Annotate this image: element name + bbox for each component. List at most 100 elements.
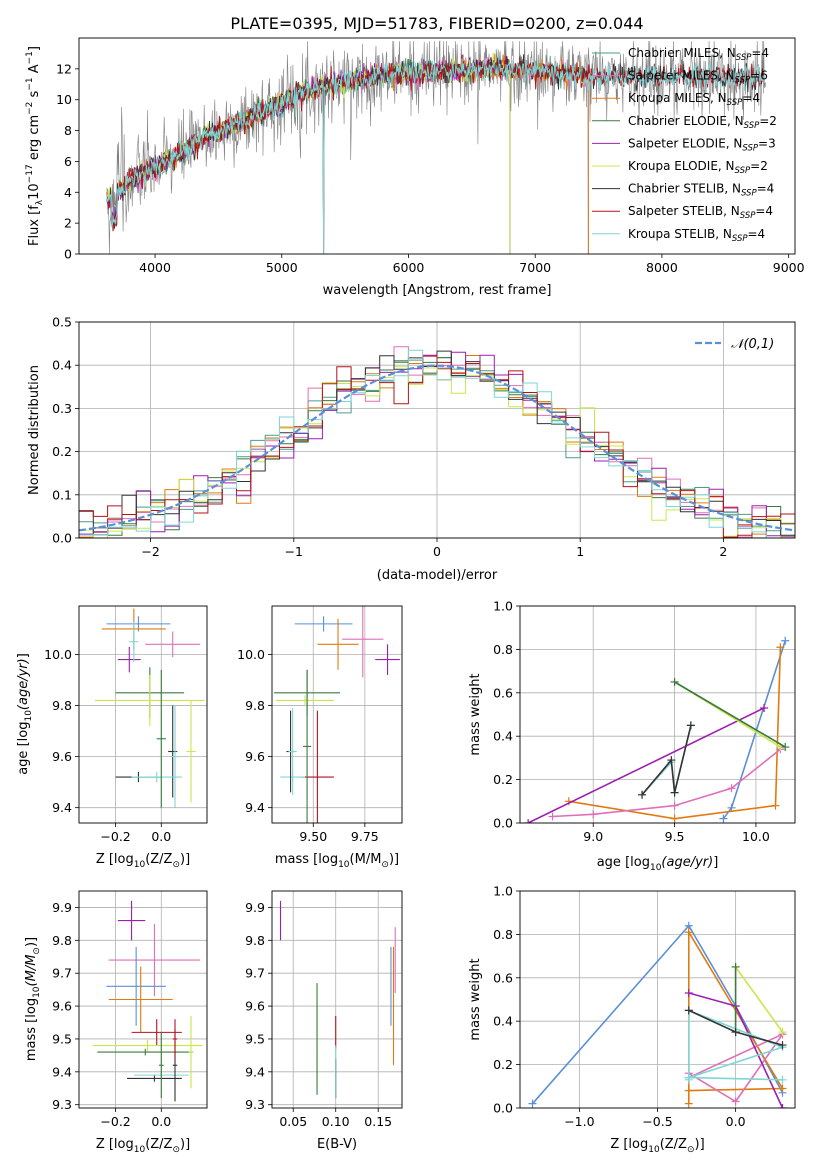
- weight-marker: [684, 928, 693, 937]
- y-tick-label: 9.7: [52, 966, 72, 981]
- legend-subscript: SSP: [735, 76, 751, 86]
- axes-frame: [519, 890, 796, 1109]
- x-tick-label: 9000: [773, 260, 805, 275]
- label-superscript: −2: [25, 102, 35, 115]
- label-subscript: 10: [134, 1145, 146, 1155]
- label-part: A: [27, 64, 42, 77]
- label-subscript: 10: [24, 710, 34, 722]
- plot-area: [279, 900, 396, 1099]
- weight-line: [568, 647, 782, 820]
- axes-frame: [519, 605, 796, 824]
- plot-area: [524, 636, 790, 823]
- x-tick-label: −1: [285, 544, 303, 559]
- weight-marker: [670, 677, 679, 686]
- x-tick-label: 9.50: [299, 829, 327, 844]
- label-part: (Z/Z: [145, 852, 172, 867]
- legend-text: Chabrier ELODIE, N: [628, 114, 744, 128]
- y-tick-label: 10.0: [237, 647, 265, 662]
- label-part: Z [log: [96, 852, 134, 867]
- y-tick-label: 0.2: [493, 1057, 513, 1072]
- y-tick-label: 0.6: [493, 685, 513, 700]
- x-tick-label: 10.0: [742, 829, 770, 844]
- y-tick-label: 9.6: [245, 999, 265, 1014]
- legend-text: Salpeter STELIB, N: [628, 204, 740, 218]
- weight-marker: [778, 1104, 787, 1108]
- label-subscript: ⊙: [172, 860, 180, 870]
- spectrum-panel: 4000 5000 6000 7000 8000 9000 0 2 4 6 8 10 12 wavelen…: [25, 37, 805, 298]
- label-part: s: [27, 90, 42, 101]
- weight-marker: [731, 1097, 740, 1106]
- age-vs-metallicity-panel: −0.2 0.09.49.69.810.0Z [log10(Z/Z⊙)]age […: [16, 605, 208, 870]
- legend-text: =4: [757, 182, 775, 196]
- label-subscript: ⊙: [381, 860, 389, 870]
- label-part: Flux [f: [27, 205, 42, 246]
- x-tick-label: 7000: [519, 260, 551, 275]
- weight-marker: [727, 803, 736, 812]
- x-tick-label: 0.15: [364, 1114, 392, 1129]
- label-subscript: 10: [648, 1145, 660, 1155]
- legend-text: =2: [750, 159, 768, 173]
- label-part: (M/M: [350, 852, 382, 867]
- weight-marker: [684, 988, 693, 997]
- weight-line: [688, 1032, 785, 1103]
- legend-entry: Kroupa ELODIE, NSSP=2: [628, 159, 768, 176]
- label-part: mass [log: [275, 852, 338, 867]
- x-axis-label: mass [log10(M/M⊙)]: [275, 852, 399, 870]
- y-tick-label: 10: [56, 92, 72, 107]
- model-spectrum-chabrier-stelib: [106, 54, 764, 254]
- histogram-salpeter-stelib: [79, 355, 795, 538]
- plot-area: [95, 608, 205, 808]
- x-tick-label: 6000: [393, 260, 425, 275]
- age-vs-mass-panel: 9.50 9.75 9.4 9.6 9.8 10.0 mass [log10(M/M⊙)]: [237, 605, 403, 870]
- label-superscript: −17: [25, 164, 35, 183]
- x-axis-label: (data-model)/error: [377, 568, 498, 583]
- legend-text: =4: [751, 46, 769, 60]
- weight-marker: [684, 1086, 693, 1095]
- legend-text: Salpeter MILES, N: [628, 69, 735, 83]
- mass-vs-extinction-panel: 0.05 0.10 0.15 9.3 9.4 9.5 9.6 9.7 9.8 9.9 E(B-V): [245, 890, 403, 1152]
- y-tick-label: 9.8: [245, 698, 265, 713]
- weight-marker: [684, 1006, 693, 1015]
- weight-marker: [781, 636, 790, 645]
- legend-text: Kroupa MILES, N: [628, 91, 727, 105]
- weight-marker: [670, 801, 679, 810]
- y-tick-label: 0.0: [493, 816, 513, 831]
- x-tick-label: −0.5: [642, 1114, 672, 1129]
- y-tick-label: 0.0: [493, 1101, 513, 1116]
- label-part: ]: [16, 653, 31, 658]
- x-axis-label: wavelength [Angstrom, rest frame]: [323, 283, 552, 298]
- y-tick-label: 9.4: [245, 1064, 265, 1079]
- weight-marker: [638, 790, 647, 799]
- histogram-kroupa-elodie: [79, 366, 795, 538]
- x-tick-label: 0.10: [322, 1114, 350, 1129]
- y-tick-label: 1.0: [493, 884, 513, 899]
- label-part: age [log: [16, 722, 31, 775]
- axes-frame: [78, 321, 796, 539]
- weight-marker: [731, 1028, 740, 1037]
- label-part: (age/yr): [16, 658, 31, 710]
- label-part: )]: [24, 937, 39, 947]
- weight-marker: [667, 756, 676, 765]
- y-tick-label: 0.2: [52, 444, 72, 459]
- label-part: (M/M: [24, 955, 39, 987]
- x-tick-label: 2: [719, 544, 727, 559]
- weight-marker: [778, 1041, 787, 1050]
- y-tick-label: 9.9: [245, 900, 265, 915]
- y-tick-label: 6: [64, 154, 72, 169]
- legend-subscript: SSP: [727, 98, 743, 108]
- y-tick-label: 0.0: [52, 531, 72, 546]
- weight-marker: [727, 784, 736, 793]
- x-tick-label: 9.0: [583, 829, 603, 844]
- label-superscript: −1: [25, 51, 35, 64]
- x-axis-label: Z [log10(Z/Z⊙)]: [96, 852, 190, 870]
- x-tick-label: 9.5: [665, 829, 685, 844]
- legend-text: =3: [758, 136, 776, 150]
- y-tick-label: 9.7: [245, 966, 265, 981]
- x-tick-label: 9.75: [351, 829, 379, 844]
- x-tick-label: −1.0: [564, 1114, 594, 1129]
- axes-frame: [271, 605, 403, 824]
- x-tick-label: 4000: [139, 260, 171, 275]
- label-subscript: ⊙: [32, 947, 42, 955]
- label-subscript: ⊙: [687, 1145, 695, 1155]
